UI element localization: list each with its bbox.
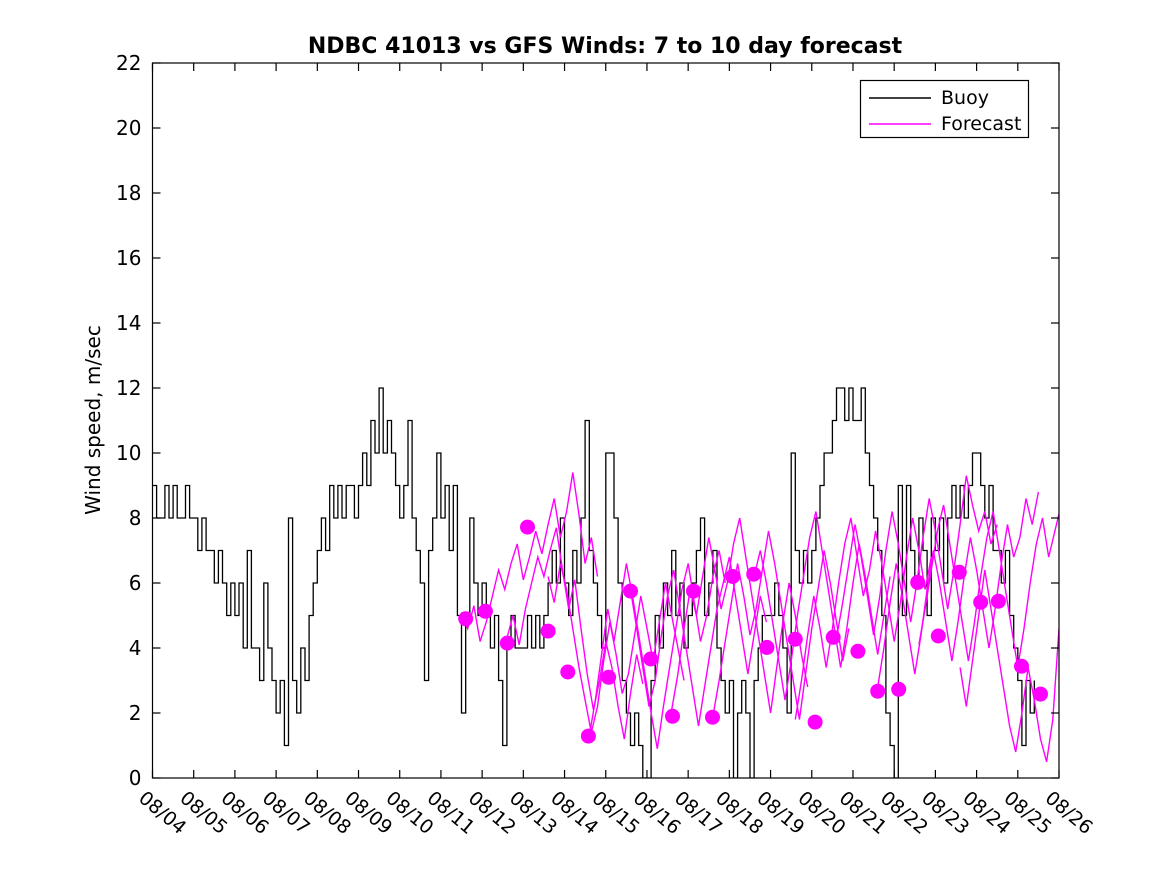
chart-title: NDBC 41013 vs GFS Winds: 7 to 10 day for…: [308, 34, 903, 59]
y-tick-label: 20: [116, 116, 141, 140]
forecast-marker: [580, 728, 596, 744]
forecast-marker: [705, 709, 720, 725]
forecast-line: [547, 563, 685, 733]
forecast-marker: [910, 574, 926, 590]
forecast-line: [460, 472, 599, 642]
forecast-marker: [499, 635, 515, 651]
forecast-marker: [477, 603, 493, 619]
axes: 08/0408/0508/0608/0708/0808/0908/1008/11…: [116, 51, 1097, 839]
forecast-line: [959, 569, 1059, 762]
forecast-line: [918, 504, 1059, 668]
y-tick-label: 10: [116, 441, 141, 465]
forecast-marker: [601, 669, 617, 685]
forecast-marker: [807, 714, 823, 730]
legend-box: [859, 79, 1030, 139]
forecast-line: [506, 527, 644, 740]
y-tick-label: 14: [116, 311, 141, 335]
legend: Buoy Forecast: [859, 79, 1030, 139]
forecast-marker: [787, 631, 803, 647]
forecast-line: [835, 475, 998, 639]
forecast-marker: [560, 664, 576, 680]
y-axis-label: Wind speed, m/sec: [81, 325, 105, 515]
forecast-marker: [990, 593, 1006, 609]
legend-label-buoy: Buoy: [941, 87, 989, 109]
forecast-marker: [746, 566, 762, 582]
forecast-marker: [643, 651, 659, 667]
forecast-marker: [1033, 686, 1048, 702]
forecast-marker: [458, 611, 474, 627]
forecast-line: [794, 517, 932, 720]
forecast-marker: [891, 681, 907, 697]
forecast-marker: [951, 564, 967, 580]
y-tick-label: 4: [129, 636, 142, 660]
y-tick-label: 8: [129, 506, 142, 530]
forecast-line: [877, 491, 1040, 688]
y-tick-label: 16: [116, 246, 141, 270]
forecast-marker: [540, 623, 556, 639]
series-layer: [152, 387, 1059, 778]
x-tick-label: 08/26: [1041, 787, 1097, 839]
legend-label-forecast: Forecast: [941, 113, 1021, 135]
y-tick-label: 6: [129, 571, 142, 595]
forecast-marker: [825, 629, 841, 645]
plot-area: 08/0408/0508/0608/0708/0808/0908/1008/11…: [116, 51, 1097, 839]
y-tick-label: 18: [116, 181, 141, 205]
y-tick-label: 22: [116, 51, 141, 75]
forecast-marker: [623, 583, 638, 599]
forecast-marker: [686, 583, 701, 599]
forecast-marker: [870, 683, 886, 699]
forecast-marker: [759, 639, 775, 655]
forecast-marker: [930, 628, 946, 644]
forecast-marker: [1014, 658, 1029, 674]
forecast-line: [671, 517, 809, 714]
y-tick-label: 0: [129, 766, 142, 790]
forecast-marker: [973, 594, 989, 610]
forecast-marker: [665, 708, 680, 724]
forecast-marker: [850, 643, 866, 659]
forecast-line: [629, 556, 768, 727]
forecast-marker: [725, 569, 741, 584]
forecast-line: [588, 550, 726, 749]
forecast-line: [753, 511, 891, 701]
y-tick-label: 12: [116, 376, 141, 400]
buoy-line: [152, 387, 1035, 778]
y-tick-label: 2: [129, 701, 142, 725]
forecast-marker: [520, 519, 535, 535]
